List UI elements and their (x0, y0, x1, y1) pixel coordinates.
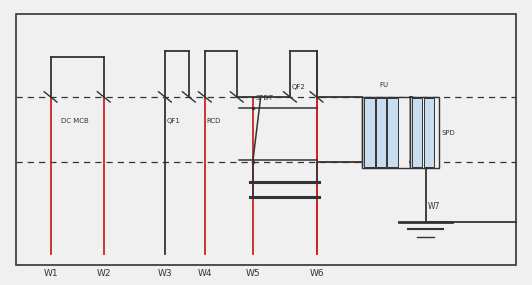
Text: QF1: QF1 (167, 118, 180, 124)
Text: W1: W1 (43, 269, 58, 278)
Bar (410, 97, 439, 168)
Text: W7: W7 (427, 202, 440, 211)
Bar (423, 98, 434, 167)
Bar (387, 98, 398, 167)
Text: FU: FU (380, 82, 389, 88)
Bar (376, 98, 386, 167)
Text: DC MCB: DC MCB (61, 118, 88, 124)
Bar (16, 14, 516, 265)
Text: SPDT: SPDT (255, 95, 273, 101)
Text: W4: W4 (197, 269, 212, 278)
Text: SPD: SPD (442, 129, 455, 136)
Text: RCD: RCD (206, 118, 221, 124)
Text: W3: W3 (157, 269, 172, 278)
Text: QF2: QF2 (292, 84, 305, 90)
Text: W6: W6 (309, 269, 324, 278)
Bar (362, 97, 410, 168)
Text: W2: W2 (96, 269, 111, 278)
Bar (364, 98, 375, 167)
Bar (412, 98, 422, 167)
Text: W5: W5 (245, 269, 260, 278)
